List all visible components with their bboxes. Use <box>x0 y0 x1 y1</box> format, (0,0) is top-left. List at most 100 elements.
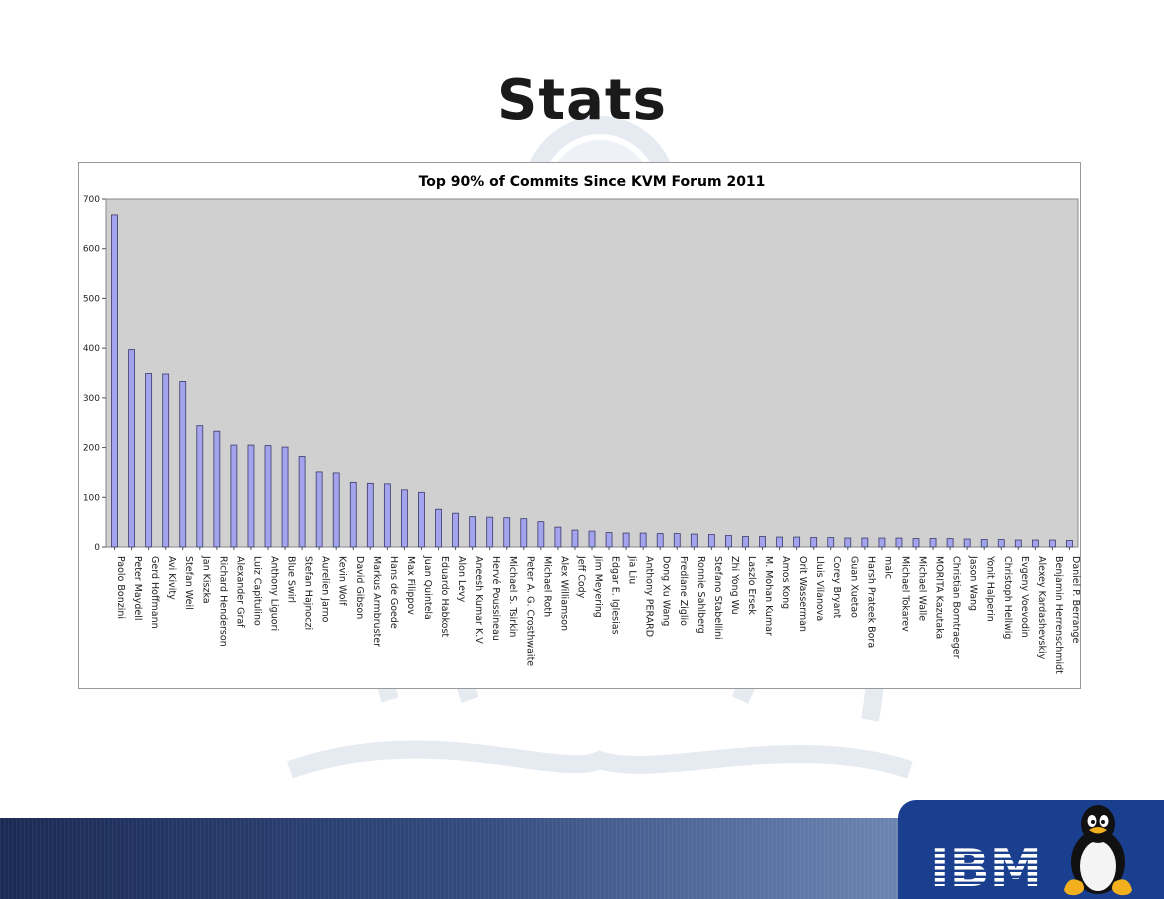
bar <box>707 534 715 548</box>
x-tick-label: Jason Wang <box>968 555 979 611</box>
x-tick-label: Avi Kivity <box>166 556 177 600</box>
x-tick-label: MORITA Kazutaka <box>934 556 945 639</box>
bar <box>861 537 869 548</box>
x-tick-label: Anthony PERARD <box>644 556 655 637</box>
chart-title: Top 90% of Commits Since KVM Forum 2011 <box>419 174 766 190</box>
tux-penguin-icon <box>1064 805 1132 896</box>
x-tick-label: Amos Kong <box>780 556 791 609</box>
bar <box>673 533 681 548</box>
x-tick-label: malc <box>882 556 893 579</box>
x-tick-label: Harsh Prateek Bora <box>865 556 876 648</box>
y-tick-label: 300 <box>83 394 100 404</box>
bar <box>247 444 255 548</box>
bar <box>469 516 477 548</box>
bar <box>844 537 852 548</box>
bar <box>111 214 118 548</box>
bar <box>793 536 801 548</box>
chart-frame: Top 90% of Commits Since KVM Forum 2011 0… <box>78 162 1081 689</box>
x-tick-label: Fredlane Ziglio <box>678 556 689 626</box>
bar <box>332 472 340 548</box>
x-tick-label: Ronnie Sahlberg <box>695 556 706 634</box>
bar-chart: Top 90% of Commits Since KVM Forum 2011 0… <box>83 174 1081 674</box>
bar <box>810 537 818 548</box>
bar <box>656 533 664 548</box>
x-tick-label: Max Filippov <box>405 556 416 615</box>
y-tick-label: 400 <box>83 344 100 354</box>
bar <box>179 381 187 548</box>
x-tick-label: Benjamin Herrenschmidt <box>1053 556 1064 674</box>
x-tick-label: Luiz Capitulino <box>251 556 262 626</box>
bar <box>486 516 494 548</box>
x-tick-label: Aurelien Jarno <box>320 556 331 623</box>
bar <box>776 536 783 548</box>
bar <box>418 491 425 548</box>
bar <box>162 373 170 548</box>
bar <box>895 537 903 548</box>
bar <box>912 538 920 548</box>
bar <box>929 538 937 548</box>
bar <box>213 430 221 548</box>
bar <box>349 481 357 548</box>
x-tick-label: Stefan Weil <box>183 556 194 610</box>
bar <box>401 489 408 548</box>
bar <box>298 456 306 548</box>
bar <box>742 536 749 548</box>
x-tick-label: Lluis Vilanova <box>814 556 825 621</box>
bar <box>1049 539 1056 548</box>
y-tick-label: 100 <box>83 493 100 503</box>
ibm-logo-text: IBM <box>930 842 1042 890</box>
bar <box>946 538 954 548</box>
x-tick-label: Jia Liu <box>627 555 638 584</box>
bar <box>383 483 391 548</box>
x-tick-label: Aneesh Kumar K.V <box>473 556 484 644</box>
x-tick-label: M. Mohan Kumar <box>763 556 774 636</box>
x-tick-label: Orit Wasserman <box>797 556 808 632</box>
bar <box>452 512 459 548</box>
bar <box>725 535 732 548</box>
bar <box>1031 539 1039 548</box>
bar <box>588 530 596 548</box>
x-tick-label: Laszlo Ersek <box>746 556 757 615</box>
bar <box>980 539 988 548</box>
x-tick-label: Hervé Poussineau <box>490 556 501 641</box>
bar <box>997 539 1005 548</box>
x-tick-label: David Gibson <box>354 556 365 619</box>
x-tick-label: Alexey Kardashevskiy <box>1036 556 1047 660</box>
x-tick-label: Anthony Liguori <box>269 556 280 631</box>
x-tick-label: Eduardo Habkost <box>439 556 450 637</box>
bar <box>230 444 238 548</box>
x-tick-label: Juan Quintela <box>422 555 433 620</box>
y-tick-label: 200 <box>83 444 100 454</box>
x-tick-label: Zhi Yong Wu <box>729 556 740 615</box>
x-tick-label: Jim Meyering <box>593 555 604 618</box>
bar <box>690 533 698 548</box>
x-tick-label: Blue Swirl <box>286 556 297 603</box>
bar <box>571 529 579 548</box>
x-tick-label: Yonit Halperin <box>985 555 996 622</box>
x-tick-label: Peter A. G. Crosthwaite <box>524 556 535 666</box>
bar <box>537 521 545 548</box>
bar <box>281 446 289 548</box>
y-tick-label: 700 <box>83 195 100 205</box>
x-tick-label: Stefano Stabellini <box>712 556 723 640</box>
x-tick-label: Daniel P. Berrange <box>1070 556 1081 643</box>
x-tick-label: Guan Xuetao <box>848 556 859 618</box>
x-tick-label: Edgar E. Iglesias <box>610 556 621 635</box>
x-tick-label: Evgeny Voevodin <box>1019 556 1030 638</box>
bar <box>315 471 323 548</box>
x-tick-label: Michael S. Tsirkin <box>507 556 518 637</box>
bar <box>759 536 766 548</box>
bar <box>827 537 835 548</box>
bar <box>520 518 528 548</box>
x-tick-label: Gerd Hoffmann <box>149 556 160 629</box>
x-tick-label: Richard Henderson <box>217 556 228 647</box>
bar <box>622 532 630 548</box>
x-tick-label: Dong Xu Wang <box>661 556 672 626</box>
bar <box>605 532 613 548</box>
x-tick-label: Michael Roth <box>541 556 552 617</box>
x-tick-label: Michael Tokarev <box>899 556 910 632</box>
x-tick-label: Jan Kiszka <box>200 555 211 604</box>
x-tick-label: Alex Williamson <box>558 556 569 631</box>
ibm-logo-icon: IBM <box>930 842 1042 890</box>
bar <box>435 508 442 548</box>
